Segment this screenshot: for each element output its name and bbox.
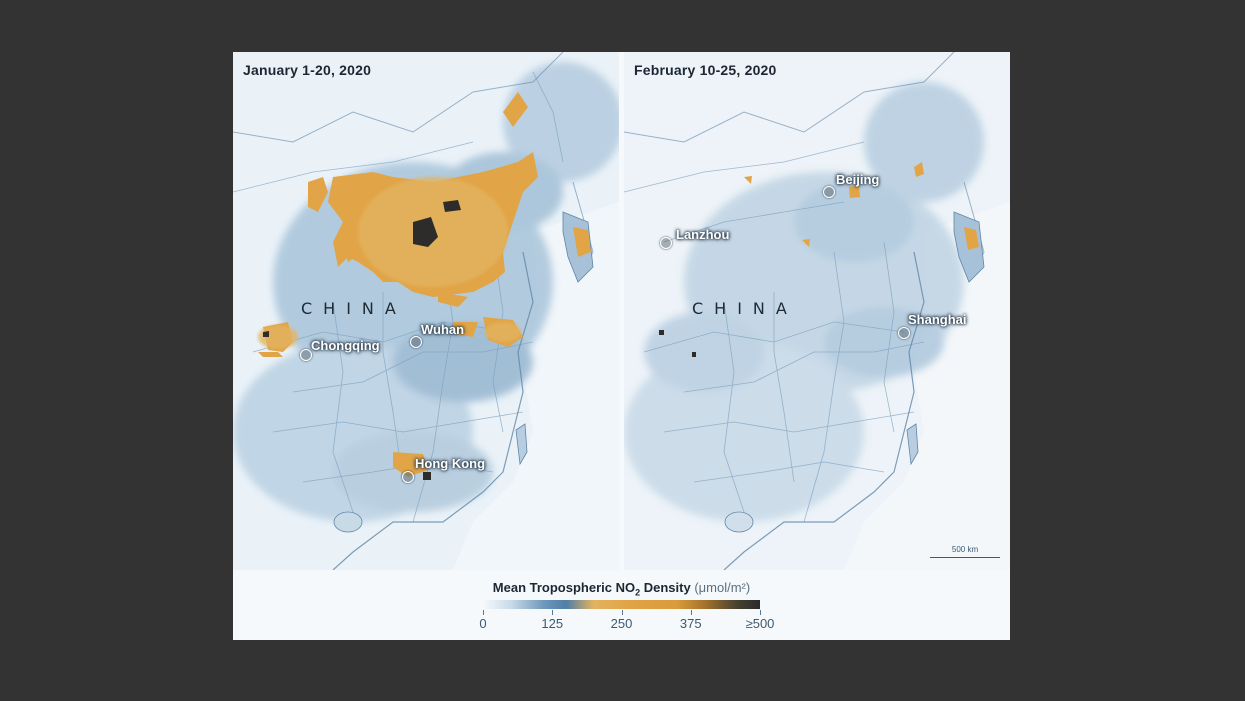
city-marker-beijing — [823, 186, 835, 198]
city-marker-chongqing — [300, 349, 312, 361]
legend-tick-mark — [552, 610, 554, 615]
city-label-hong-kong: Hong Kong — [415, 456, 486, 471]
legend-tick-label: 375 — [679, 616, 702, 631]
city-label-lanzhou: Lanzhou — [676, 227, 730, 242]
city-marker-shanghai — [898, 327, 910, 339]
date-label-february: February 10-25, 2020 — [634, 62, 777, 78]
legend-tick-label: 125 — [541, 616, 564, 631]
legend-tick-mark — [760, 610, 761, 615]
map-panel-february: February 10-25, 2020 CHINA Beijing Lanzh… — [624, 52, 1010, 570]
legend-tick-mark — [483, 610, 484, 615]
legend-title-main: Mean Tropospheric NO — [492, 580, 636, 595]
color-legend: Mean Tropospheric NO2 Density (μmol/m²) … — [233, 577, 1010, 637]
city-label-chongqing: Chongqing — [311, 338, 380, 353]
date-label-january: January 1-20, 2020 — [243, 62, 372, 78]
country-label-china: CHINA — [301, 299, 407, 318]
legend-title-subscript: 2 — [635, 587, 641, 598]
country-label-china: CHINA — [692, 299, 798, 318]
map-figure: January 1-20, 2020 CHINA Chongqing Wuhan… — [233, 52, 1010, 640]
no2-map-january — [233, 52, 619, 570]
no2-map-february — [624, 52, 1010, 570]
legend-tick-mark — [621, 610, 623, 615]
legend-unit: (μmol/m²) — [694, 580, 751, 595]
legend-tick-label: 250 — [610, 616, 633, 631]
legend-tick-label: 0 — [479, 616, 487, 631]
city-label-shanghai: Shanghai — [908, 312, 967, 327]
city-marker-wuhan — [410, 336, 422, 348]
legend-tick-label: ≥500 — [745, 616, 775, 631]
scale-bar: 500 km — [930, 545, 1000, 558]
city-label-beijing: Beijing — [836, 172, 880, 187]
city-marker-lanzhou — [660, 237, 672, 249]
legend-title: Mean Tropospheric NO2 Density (μmol/m²) — [233, 580, 1010, 598]
city-marker-hong-kong — [402, 471, 414, 483]
legend-tick-mark — [690, 610, 692, 615]
map-panel-january: January 1-20, 2020 CHINA Chongqing Wuhan… — [233, 52, 619, 570]
legend-color-bar — [483, 600, 760, 609]
legend-title-after: Density — [640, 580, 691, 595]
city-label-wuhan: Wuhan — [421, 322, 465, 337]
